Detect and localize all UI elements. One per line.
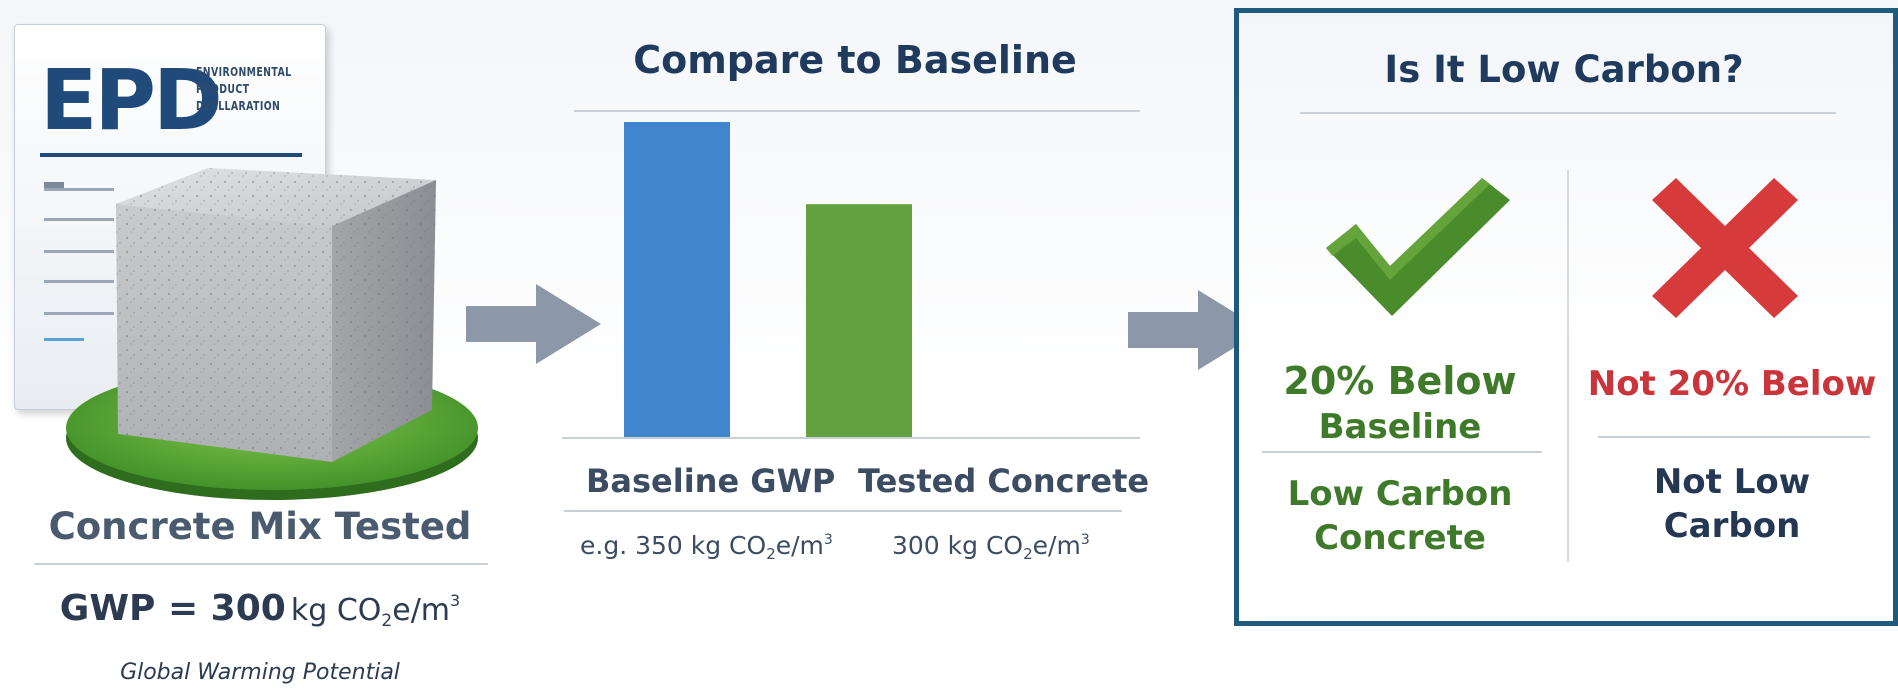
doc-text-line <box>44 218 114 221</box>
bar-value-tested: 300 kg CO2e/m3 <box>892 531 1090 563</box>
gwp-unit: kg CO2e/m3 <box>290 591 461 631</box>
cross-mark-icon <box>1652 178 1798 318</box>
epd-subtitle-line1: ENVIRONMENTAL <box>196 65 292 79</box>
low-carbon-title: Is It Low Carbon? <box>1384 48 1744 91</box>
no-result-line1: Not Low <box>1653 462 1811 502</box>
check-mark-icon <box>1326 178 1510 316</box>
compare-title: Compare to Baseline <box>633 38 1077 82</box>
bar-label-baseline: Baseline GWP <box>586 462 836 500</box>
yes-result-line1: Low Carbon <box>1287 474 1513 514</box>
divider <box>1598 436 1870 438</box>
no-headline: Not 20% Below <box>1587 364 1877 404</box>
doc-text-line <box>44 188 114 191</box>
yes-headline-line1: 20% Below <box>1283 359 1517 403</box>
divider <box>564 510 1122 512</box>
yes-result-line2: Concrete <box>1314 518 1486 558</box>
doc-text-line <box>44 250 114 253</box>
doc-dash <box>44 182 64 191</box>
bar-tested <box>806 204 912 438</box>
gwp-value: GWP = 300 kg CO2e/m3 <box>0 588 520 631</box>
doc-text-line <box>44 338 84 341</box>
epd-subtitle-line3: DECLLARATION <box>196 99 281 113</box>
yes-result: Low Carbon Concrete <box>1250 472 1550 560</box>
divider <box>34 563 488 565</box>
yes-headline-line2: Baseline <box>1318 407 1482 447</box>
bar-value-baseline: e.g. 350 kg CO2e/m3 <box>580 531 833 563</box>
no-result: Not Low Carbon <box>1580 460 1884 548</box>
epd-title-rule <box>40 153 302 157</box>
bar-label-tested: Tested Concrete <box>858 462 1150 500</box>
divider <box>1262 451 1542 453</box>
arrow-right-icon <box>466 284 601 364</box>
epd-title: EPD <box>40 51 223 149</box>
yes-headline: 20% Below Baseline <box>1250 358 1550 450</box>
concrete-mix-title: Concrete Mix Tested <box>48 505 472 548</box>
low-carbon-panel <box>1234 8 1898 626</box>
vertical-divider <box>1567 170 1569 562</box>
epd-subtitle-line2: PRODUCT <box>196 82 250 96</box>
bar-baseline <box>624 122 730 438</box>
gwp-caption: Global Warming Potential <box>120 660 400 685</box>
doc-text-line <box>44 280 114 283</box>
doc-text-line <box>44 312 114 315</box>
concrete-cube <box>116 168 436 462</box>
divider <box>1300 112 1836 114</box>
no-result-line2: Carbon <box>1663 506 1801 546</box>
divider <box>574 110 1140 112</box>
gwp-bar-chart <box>562 122 1140 439</box>
arrow-right-icon <box>1128 290 1263 370</box>
gwp-label: GWP = 300 <box>59 588 286 629</box>
